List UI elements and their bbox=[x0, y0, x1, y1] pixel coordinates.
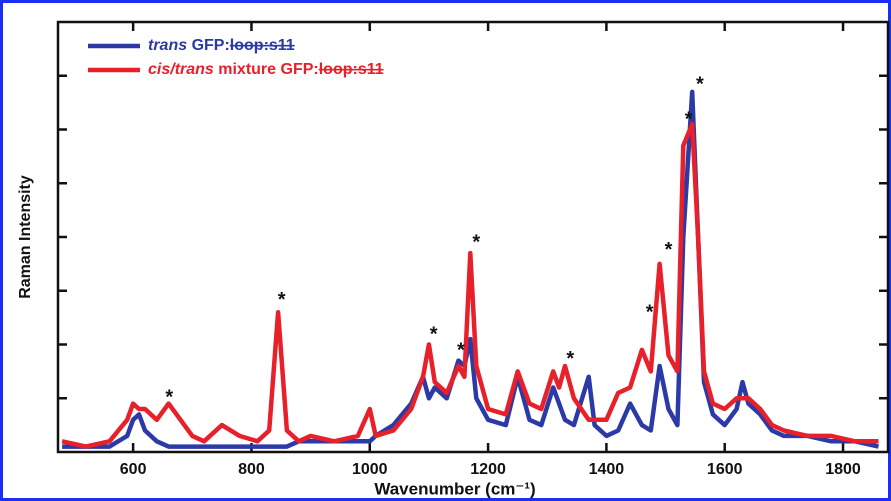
y-axis-label: Raman Intensity bbox=[17, 175, 34, 299]
x-tick-label: 1200 bbox=[470, 461, 506, 478]
peak-marker: * bbox=[278, 289, 286, 311]
legend-label: trans GFP:loop:s11 bbox=[148, 37, 295, 54]
x-tick-label: 1400 bbox=[589, 461, 625, 478]
x-axis-label: Wavenumber (cm⁻¹) bbox=[374, 479, 535, 498]
series-line bbox=[61, 121, 879, 449]
peak-marker: * bbox=[696, 73, 704, 95]
peak-marker: * bbox=[665, 239, 673, 261]
x-tick-label: 1000 bbox=[352, 461, 388, 478]
legend-label: cis/trans mixture GFP:loop:s11 bbox=[148, 61, 384, 78]
x-tick-label: 1600 bbox=[707, 461, 743, 478]
peak-marker: * bbox=[566, 348, 574, 370]
series-line bbox=[62, 89, 879, 449]
x-tick-label: 600 bbox=[120, 461, 147, 478]
peak-marker: * bbox=[430, 323, 438, 345]
peak-marker: * bbox=[685, 108, 693, 130]
peak-marker: * bbox=[165, 386, 173, 408]
peak-marker: * bbox=[457, 340, 465, 362]
plot-frame bbox=[56, 20, 890, 454]
peak-marker: * bbox=[472, 232, 480, 254]
peak-marker: * bbox=[646, 301, 654, 323]
x-tick-label: 1800 bbox=[825, 461, 861, 478]
x-tick-label: 800 bbox=[238, 461, 265, 478]
